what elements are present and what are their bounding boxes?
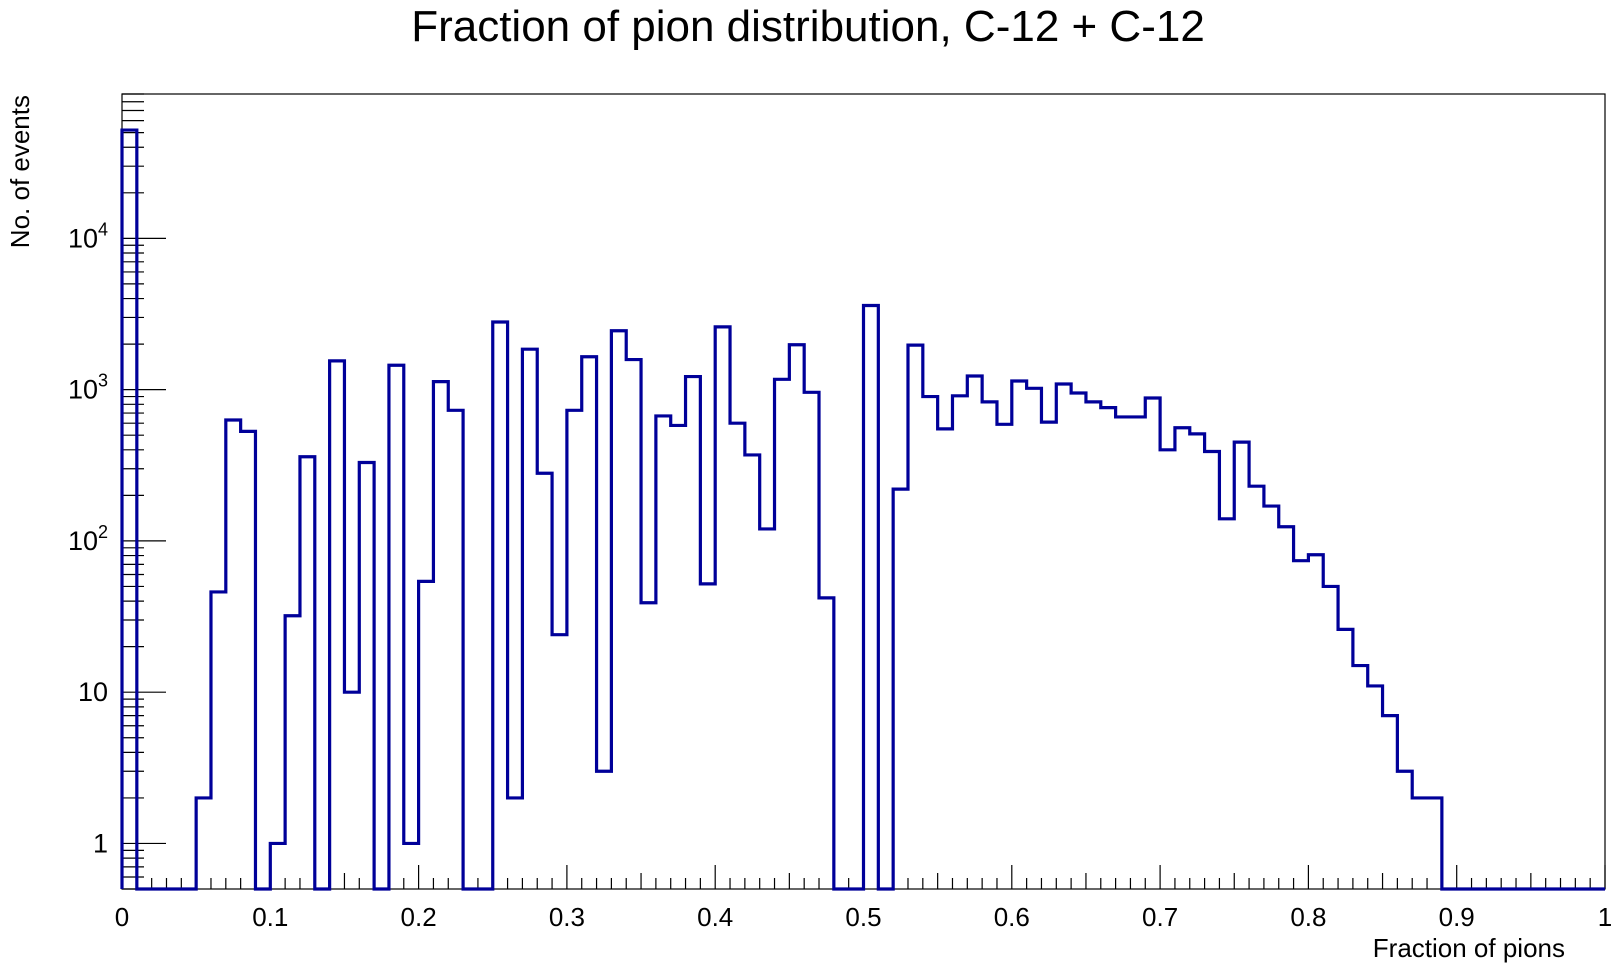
y-axis-major-ticks (122, 237, 166, 845)
y-tick-label: 103 (68, 371, 108, 405)
x-tick-label: 0 (115, 902, 129, 932)
y-tick-label: 104 (68, 219, 108, 253)
histogram-series-line (120, 128, 1605, 891)
y-tick-label-exponent: 4 (98, 219, 108, 239)
x-tick-label: 0.1 (252, 902, 288, 932)
x-tick-label: 1 (1598, 902, 1612, 932)
x-axis-label: Fraction of pions (1373, 933, 1565, 963)
y-tick-label-base: 10 (68, 375, 98, 405)
chart-title: Fraction of pion distribution, C-12 + C-… (411, 2, 1205, 51)
y-tick-label-base: 10 (68, 223, 98, 253)
x-axis-tick-labels: 0 0.1 0.2 0.3 0.4 0.5 0.6 0.7 0.8 0.9 1 (115, 902, 1612, 932)
y-axis-minor-ticks (122, 93, 144, 890)
y-tick-label-base: 10 (68, 526, 98, 556)
y-tick-label-exponent: 3 (98, 371, 108, 391)
x-tick-label: 0.6 (994, 902, 1030, 932)
x-tick-label: 0.2 (401, 902, 437, 932)
y-tick-label-base: 1 (93, 828, 108, 858)
x-tick-label: 0.5 (845, 902, 881, 932)
y-tick-label: 102 (68, 522, 108, 556)
x-tick-label: 0.3 (549, 902, 585, 932)
y-tick-label: 1 (93, 828, 108, 858)
x-tick-label: 0.7 (1142, 902, 1178, 932)
x-tick-label: 0.4 (697, 902, 733, 932)
x-tick-label: 0.9 (1439, 902, 1475, 932)
y-tick-label-exponent: 2 (98, 522, 108, 542)
y-tick-label: 10 (78, 677, 108, 707)
y-tick-label-base: 10 (78, 677, 108, 707)
x-tick-label: 0.8 (1290, 902, 1326, 932)
y-axis-label: No. of events (5, 95, 35, 248)
